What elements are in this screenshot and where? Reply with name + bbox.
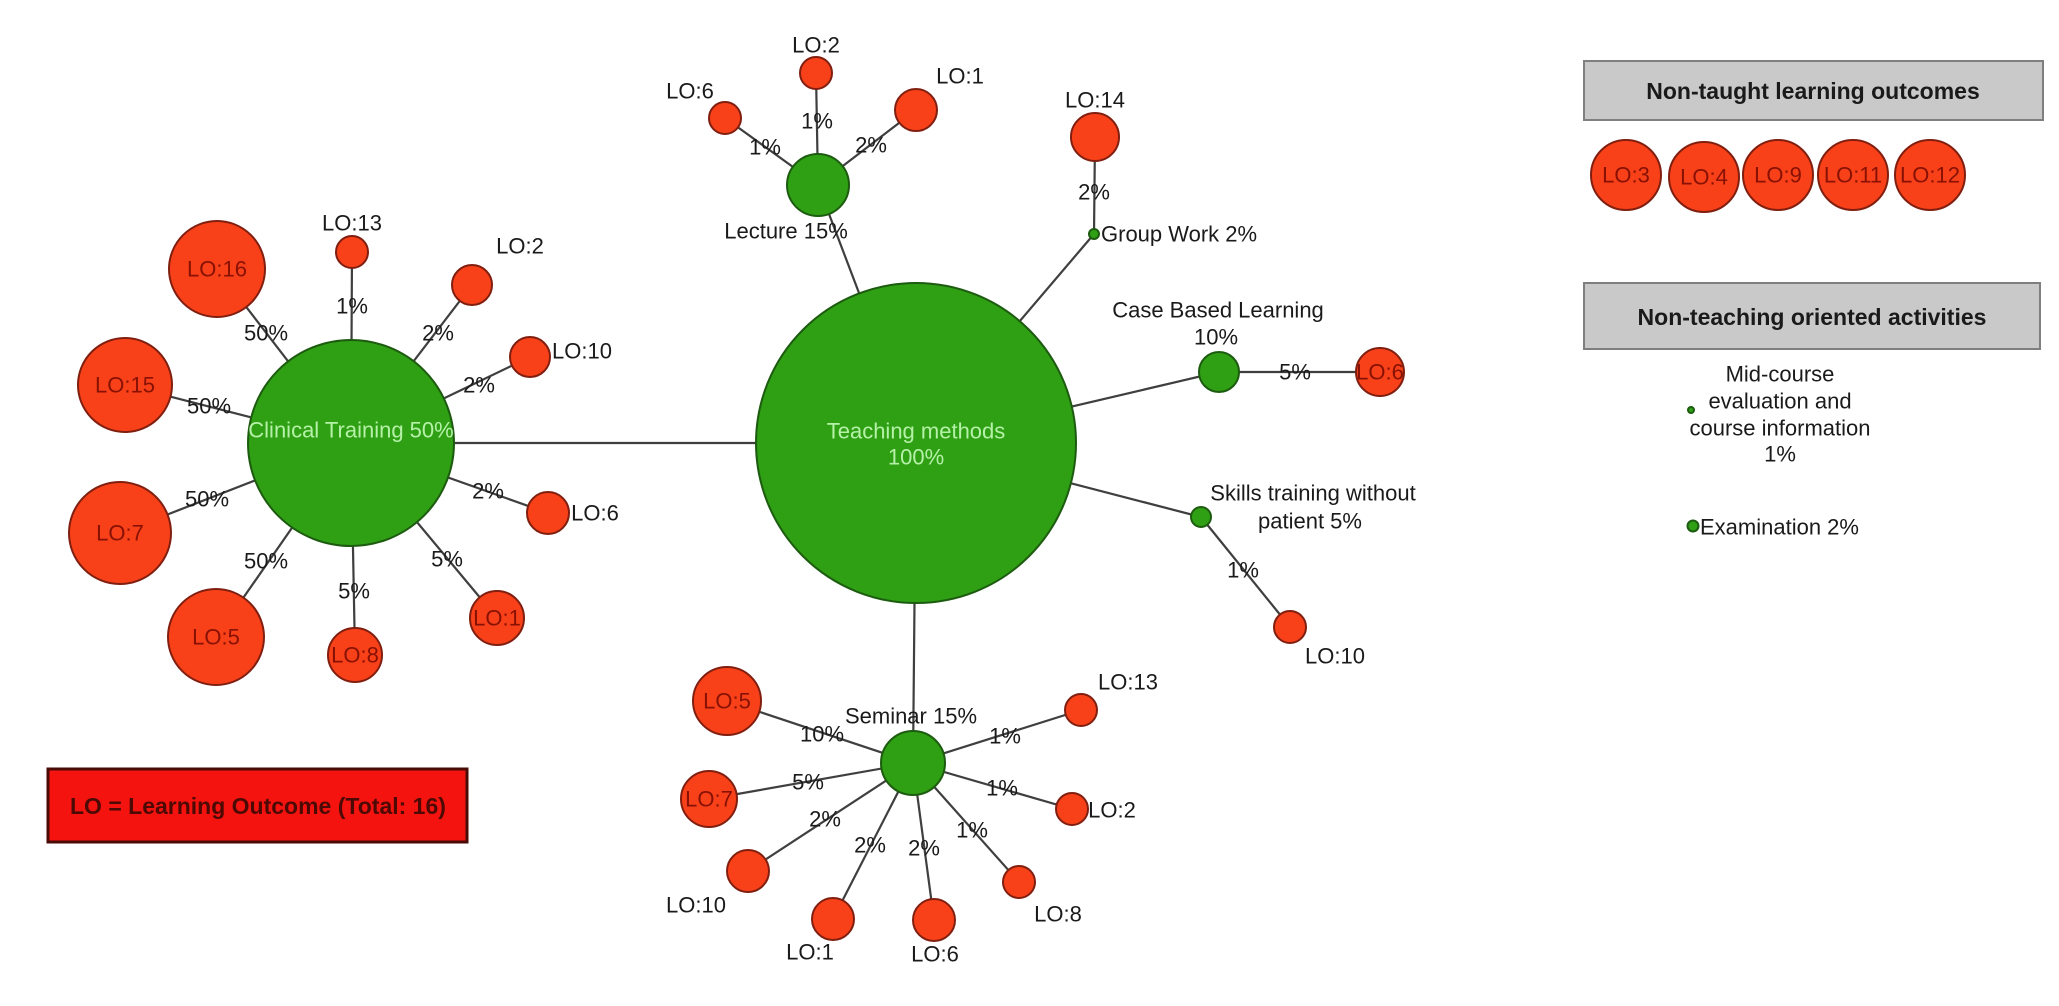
- svg-text:LO:1: LO:1: [786, 940, 834, 965]
- svg-text:LO:1: LO:1: [936, 64, 984, 89]
- svg-text:2%: 2%: [463, 373, 495, 398]
- svg-text:Teaching methods: Teaching methods: [827, 419, 1006, 444]
- svg-text:LO:7: LO:7: [96, 521, 144, 546]
- svg-text:LO:8: LO:8: [1034, 902, 1082, 927]
- svg-text:LO:3: LO:3: [1602, 163, 1650, 188]
- svg-text:LO:12: LO:12: [1900, 163, 1960, 188]
- svg-text:LO:10: LO:10: [1305, 644, 1365, 669]
- svg-text:Mid-course: Mid-course: [1726, 362, 1835, 387]
- svg-text:1%: 1%: [1227, 558, 1259, 583]
- svg-text:1%: 1%: [749, 135, 781, 160]
- svg-text:LO:7: LO:7: [685, 787, 733, 812]
- svg-text:50%: 50%: [244, 549, 288, 574]
- svg-text:patient 5%: patient 5%: [1258, 509, 1362, 534]
- svg-text:1%: 1%: [956, 818, 988, 843]
- svg-text:2%: 2%: [855, 133, 887, 158]
- svg-text:LO:13: LO:13: [1098, 670, 1158, 695]
- svg-text:LO:16: LO:16: [187, 257, 247, 282]
- svg-text:Lecture 15%: Lecture 15%: [724, 219, 848, 244]
- svg-text:Group Work 2%: Group Work 2%: [1101, 222, 1257, 247]
- svg-text:1%: 1%: [336, 294, 368, 319]
- svg-text:LO:6: LO:6: [1356, 360, 1404, 385]
- svg-text:1%: 1%: [986, 776, 1018, 801]
- svg-text:2%: 2%: [472, 479, 504, 504]
- svg-text:LO:5: LO:5: [192, 625, 240, 650]
- svg-text:1%: 1%: [989, 724, 1021, 749]
- svg-text:50%: 50%: [187, 394, 231, 419]
- svg-text:2%: 2%: [1078, 180, 1110, 205]
- svg-text:course information: course information: [1690, 416, 1871, 441]
- svg-text:50%: 50%: [185, 487, 229, 512]
- svg-text:Non-teaching oriented activiti: Non-teaching oriented activities: [1638, 304, 1987, 330]
- svg-text:Examination 2%: Examination 2%: [1700, 515, 1859, 540]
- svg-text:LO:2: LO:2: [496, 234, 544, 259]
- svg-text:1%: 1%: [1764, 442, 1796, 467]
- svg-text:LO:8: LO:8: [331, 643, 379, 668]
- svg-text:5%: 5%: [792, 770, 824, 795]
- svg-text:2%: 2%: [422, 321, 454, 346]
- svg-text:Case Based Learning: Case Based Learning: [1112, 298, 1324, 323]
- svg-text:2%: 2%: [854, 833, 886, 858]
- svg-text:2%: 2%: [908, 836, 940, 861]
- svg-text:LO:10: LO:10: [666, 893, 726, 918]
- svg-text:LO:2: LO:2: [792, 33, 840, 58]
- svg-text:LO:6: LO:6: [911, 942, 959, 967]
- svg-text:5%: 5%: [1279, 360, 1311, 385]
- svg-text:Seminar 15%: Seminar 15%: [845, 704, 977, 729]
- svg-text:LO:6: LO:6: [571, 501, 619, 526]
- svg-text:LO:13: LO:13: [322, 211, 382, 236]
- svg-text:10%: 10%: [800, 722, 844, 747]
- svg-text:LO:11: LO:11: [1824, 163, 1882, 188]
- svg-text:evaluation and: evaluation and: [1708, 389, 1851, 414]
- svg-text:2%: 2%: [809, 807, 841, 832]
- svg-text:LO:2: LO:2: [1088, 798, 1136, 823]
- svg-text:Non-taught learning outcomes: Non-taught learning outcomes: [1646, 78, 1980, 104]
- svg-text:LO:9: LO:9: [1754, 163, 1802, 188]
- svg-text:100%: 100%: [888, 445, 944, 470]
- svg-text:LO:4: LO:4: [1680, 165, 1728, 190]
- svg-text:1%: 1%: [801, 109, 833, 134]
- svg-text:Clinical Training 50%: Clinical Training 50%: [248, 418, 453, 443]
- svg-text:LO:10: LO:10: [552, 339, 612, 364]
- svg-text:LO:6: LO:6: [666, 79, 714, 104]
- svg-text:50%: 50%: [244, 321, 288, 346]
- svg-text:LO:14: LO:14: [1065, 88, 1125, 113]
- svg-text:LO = Learning Outcome (Total:: LO = Learning Outcome (Total: 16): [70, 793, 446, 819]
- svg-text:Skills training without: Skills training without: [1210, 481, 1415, 506]
- svg-text:10%: 10%: [1194, 325, 1238, 350]
- svg-text:5%: 5%: [338, 579, 370, 604]
- svg-text:LO:1: LO:1: [473, 606, 521, 631]
- svg-text:5%: 5%: [431, 547, 463, 572]
- svg-text:LO:15: LO:15: [95, 373, 155, 398]
- svg-text:LO:5: LO:5: [703, 689, 751, 714]
